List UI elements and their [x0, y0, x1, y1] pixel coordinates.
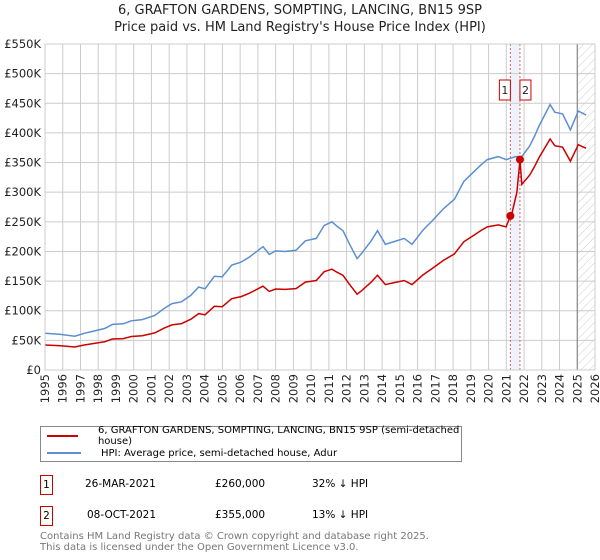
sale-label: 2	[522, 84, 529, 97]
x-tick-label: 2023	[535, 374, 549, 403]
legend-item-hpi: HPI: Average price, semi-detached house,…	[47, 446, 337, 460]
transaction-price: £355,000	[215, 509, 266, 521]
footer-licence: This data is licensed under the Open Gov…	[40, 542, 359, 553]
sale-label: 1	[501, 84, 508, 97]
x-tick-label: 2014	[375, 374, 389, 403]
x-tick-label: 2019	[464, 374, 478, 403]
y-tick-label: £300K	[4, 185, 41, 199]
sale-label-box	[498, 79, 511, 101]
x-tick-label: 1997	[73, 374, 87, 403]
transaction-date: 08-OCT-2021	[87, 509, 156, 521]
chart-title: 6, GRAFTON GARDENS, SOMPTING, LANCING, B…	[118, 3, 482, 18]
x-tick-label: 1996	[56, 374, 70, 403]
y-tick-label: £50K	[12, 333, 42, 347]
transaction-hpi: 13% ↓ HPI	[312, 509, 369, 521]
y-tick-label: £400K	[4, 126, 41, 140]
x-tick-label: 2005	[215, 374, 229, 403]
plot-area: £0 £50K £100K £150K £200K £250K £300K £350K £400…	[4, 37, 600, 403]
x-tick-label: 1998	[91, 374, 105, 403]
x-tick-label: 2006	[233, 374, 247, 403]
y-tick-label: £250K	[4, 215, 41, 229]
transaction-hpi: 32% ↓ HPI	[312, 478, 369, 490]
y-tick-label: £450K	[4, 96, 41, 110]
x-tick-label: 2004	[198, 374, 212, 403]
plot-border	[44, 43, 596, 371]
transaction-marker: 2	[40, 506, 53, 526]
x-tick-label: 2015	[393, 374, 407, 403]
x-tick-label: 2011	[322, 374, 336, 403]
transaction-price: £260,000	[215, 478, 266, 490]
y-tick-label: £0	[26, 363, 41, 377]
x-tick-label: 2018	[446, 374, 460, 403]
x-tick-label: 2017	[428, 374, 442, 403]
y-tick-label: £550K	[4, 37, 41, 51]
legend-item-property: 6, GRAFTON GARDENS, SOMPTING, LANCING, B…	[47, 425, 461, 447]
x-tick-label: 2016	[411, 374, 425, 403]
x-tick-label: 2000	[127, 374, 141, 403]
x-tick-label: 2008	[269, 374, 283, 403]
x-tick-label: 2012	[340, 374, 354, 403]
y-tick-label: £150K	[4, 274, 41, 288]
footer: Contains HM Land Registry data © Crown c…	[40, 531, 429, 553]
y-tick-label: £350K	[4, 156, 41, 170]
transaction-marker: 1	[40, 475, 53, 495]
footer-copyright: Contains HM Land Registry data © Crown c…	[40, 531, 429, 542]
hpi-line	[44, 102, 587, 337]
transaction-date: 26-MAR-2021	[85, 478, 156, 490]
x-tick-label: 2001	[144, 374, 158, 403]
sale-point	[506, 211, 515, 220]
x-tick-label: 2002	[162, 374, 176, 403]
legend-label: HPI: Average price, semi-detached house,…	[101, 447, 338, 459]
x-tick-label: 2025	[570, 374, 584, 403]
x-tick-label: 2022	[517, 374, 531, 403]
legend-swatch-red	[47, 435, 78, 437]
y-tick-label: £100K	[4, 304, 41, 318]
y-tick-label: £500K	[4, 67, 41, 81]
x-tick-label: 1999	[109, 374, 123, 403]
sale-point	[515, 155, 524, 164]
legend: 6, GRAFTON GARDENS, SOMPTING, LANCING, B…	[40, 425, 462, 462]
x-tick-label: 2009	[286, 374, 300, 403]
sale-label-box	[519, 79, 532, 101]
chart-subtitle: Price paid vs. HM Land Registry's House …	[114, 20, 486, 35]
x-tick-label: 2010	[304, 374, 318, 403]
x-tick-label: 2024	[553, 374, 567, 403]
x-tick-label: 1995	[38, 374, 52, 403]
x-tick-label: 2021	[499, 374, 513, 403]
y-tick-label: £200K	[4, 244, 41, 258]
legend-label: 6, GRAFTON GARDENS, SOMPTING, LANCING, B…	[97, 425, 460, 447]
legend-swatch-blue	[47, 452, 81, 454]
x-tick-label: 2026	[588, 374, 600, 403]
sale-period-band	[510, 44, 520, 370]
x-tick-label: 2003	[180, 374, 194, 403]
x-tick-label: 2013	[357, 374, 371, 403]
x-tick-label: 2020	[482, 374, 496, 403]
price-paid-line	[44, 137, 587, 348]
x-tick-label: 2007	[251, 374, 265, 403]
forecast-hatch	[578, 44, 595, 370]
